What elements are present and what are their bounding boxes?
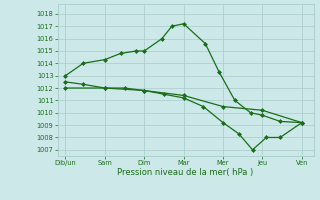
X-axis label: Pression niveau de la mer( hPa ): Pression niveau de la mer( hPa ) [117,168,254,177]
